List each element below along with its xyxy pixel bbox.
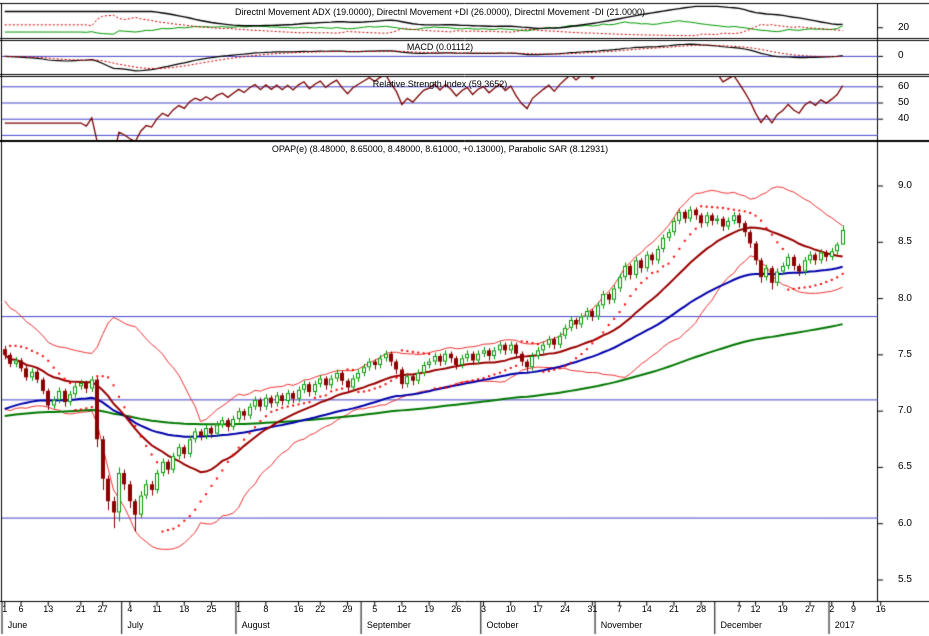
macd-panel-title: MACD (0.01112) (406, 42, 474, 52)
rsi-panel-title: Relative Strength Index (59.3652) (372, 79, 508, 89)
price-panel-title: OPAP(e) (8.48000, 8.65000, 8.48000, 8.61… (271, 144, 609, 154)
dmi-panel-title: Directnl Movement ADX (19.0000), Directn… (235, 7, 645, 17)
